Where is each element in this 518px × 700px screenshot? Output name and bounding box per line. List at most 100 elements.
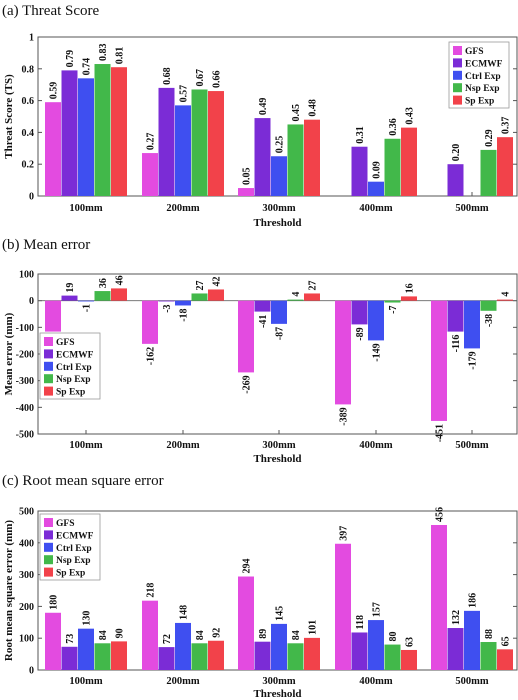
legend-label: Sp Exp <box>56 388 85 398</box>
bar-ctrl-exp <box>368 620 384 670</box>
legend-label: Ctrl Exp <box>465 72 501 82</box>
legend-label: Nsp Exp <box>465 84 500 94</box>
legend-label: Nsp Exp <box>56 375 91 385</box>
bar-sp-exp <box>401 127 417 196</box>
x-tick-label: 100mm <box>69 676 102 687</box>
bar-sp-exp <box>208 640 224 670</box>
legend-swatch <box>44 555 53 565</box>
x-tick-label: 300mm <box>262 440 295 451</box>
bar-ctrl-exp <box>368 300 384 341</box>
bar-nsp-exp <box>287 643 304 670</box>
bar-nsp-exp <box>191 293 208 301</box>
bar-ecmwf <box>158 647 175 670</box>
data-label: -389 <box>339 407 350 425</box>
legend-label: ECMWF <box>56 350 94 360</box>
data-label: 0.59 <box>49 82 60 100</box>
bar-ecmwf <box>351 300 368 325</box>
data-label: 27 <box>195 280 206 290</box>
legend-swatch <box>453 95 462 105</box>
legend-label: GFS <box>56 519 74 529</box>
y-tick-label: 0.8 <box>22 64 35 75</box>
bar-gfs <box>142 300 158 344</box>
bar-nsp-exp <box>191 643 208 670</box>
bar-ecmwf <box>158 87 175 196</box>
data-label: 180 <box>49 595 60 610</box>
legend-label: Ctrl Exp <box>56 544 92 554</box>
data-label: 0.25 <box>275 136 286 154</box>
data-label: -7 <box>388 306 399 314</box>
data-label: 0.43 <box>405 107 416 125</box>
data-label: 130 <box>82 611 93 626</box>
bar-nsp-exp <box>191 89 208 196</box>
legend-label: ECMWF <box>465 59 503 69</box>
y-tick-label: -500 <box>16 430 34 441</box>
y-tick-label: 0 <box>29 666 34 677</box>
data-label: 84 <box>291 630 302 640</box>
bar-gfs <box>142 153 158 196</box>
legend-label: Nsp Exp <box>56 556 91 566</box>
x-tick-label: 500mm <box>455 203 488 214</box>
legend-swatch <box>453 46 462 55</box>
y-tick-label: 0.2 <box>22 160 35 171</box>
data-label: 456 <box>435 507 446 522</box>
data-label: 157 <box>372 602 383 617</box>
legend-swatch <box>44 361 53 371</box>
bar-ctrl-exp <box>78 78 94 196</box>
y-tick-label: 100 <box>19 634 34 645</box>
data-label: 4 <box>501 292 512 297</box>
data-label: 0.36 <box>388 118 399 136</box>
legend: GFS ECMWF Ctrl Exp Nsp Exp Sp Exp <box>39 513 101 581</box>
data-label: -149 <box>372 343 383 361</box>
bar-nsp-exp <box>480 642 497 670</box>
data-label: 36 <box>98 278 109 288</box>
bar-sp-exp <box>497 137 513 196</box>
bar-sp-exp <box>497 649 513 670</box>
bar-nsp-exp <box>94 64 111 196</box>
chart-title: (a) Threat Score <box>2 3 100 19</box>
bar-nsp-exp <box>384 300 401 303</box>
x-tick-label: 500mm <box>455 440 488 451</box>
bar-nsp-exp <box>480 300 497 311</box>
data-label: 0.57 <box>179 85 190 103</box>
chart-panel-3: (c) Root mean square error 0 100 200 300 400 5… <box>2 473 518 700</box>
data-label: 397 <box>339 526 350 541</box>
x-tick-label: 200mm <box>166 203 199 214</box>
bar-nsp-exp <box>480 149 497 196</box>
bar-gfs <box>45 300 61 332</box>
legend-label: Sp Exp <box>465 97 494 107</box>
data-label: -162 <box>146 347 157 365</box>
data-label: 0.74 <box>82 58 93 76</box>
x-tick-label: 400mm <box>359 203 392 214</box>
bar-sp-exp <box>401 296 417 301</box>
bar-sp-exp <box>111 67 127 197</box>
bar-ctrl-exp <box>78 300 94 302</box>
y-tick-label: 0 <box>29 192 34 203</box>
bar-sp-exp <box>304 293 320 301</box>
bar-gfs <box>45 102 61 196</box>
legend-swatch <box>44 542 53 552</box>
x-tick-label: 400mm <box>359 676 392 687</box>
data-label: -89 <box>355 327 366 340</box>
bar-ecmwf <box>447 300 464 332</box>
data-label: -3 <box>162 304 173 312</box>
bar-ecmwf <box>447 164 464 196</box>
x-tick-label: 200mm <box>166 440 199 451</box>
y-tick-label: -200 <box>16 350 34 361</box>
data-label: 145 <box>275 606 286 621</box>
bar-ctrl-exp <box>464 610 480 670</box>
chart-title: (b) Mean error <box>2 237 90 253</box>
data-label: -451 <box>435 424 446 442</box>
bar-ecmwf <box>447 628 464 670</box>
bar-ecmwf <box>254 641 271 670</box>
data-label: -116 <box>451 335 462 353</box>
data-label: -18 <box>179 308 190 321</box>
data-label: 88 <box>484 629 495 639</box>
y-tick-label: 0.4 <box>22 128 35 139</box>
bar-sp-exp <box>208 289 224 301</box>
bar-gfs <box>335 300 351 405</box>
x-tick-label: 300mm <box>262 203 295 214</box>
data-label: 118 <box>355 615 366 629</box>
legend-label: ECMWF <box>56 531 94 541</box>
data-label: 0.67 <box>195 69 206 87</box>
bar-gfs <box>238 576 254 670</box>
